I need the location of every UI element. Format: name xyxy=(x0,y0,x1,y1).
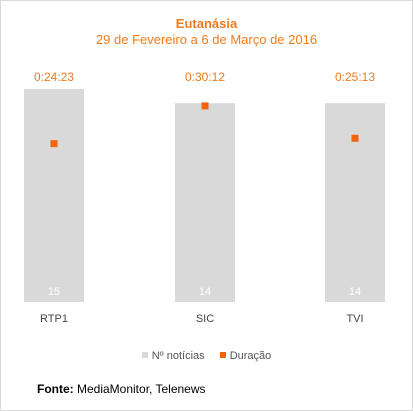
bar-value-label-rtp1: 15 xyxy=(48,286,60,298)
bar-sic xyxy=(175,103,235,302)
duration-point-rtp1 xyxy=(50,140,58,148)
chart-legend: Nº notícias Duração xyxy=(0,350,413,362)
bar-value-label-sic: 14 xyxy=(199,286,211,298)
bar-rtp1 xyxy=(24,89,84,302)
x-tick-label-rtp1: RTP1 xyxy=(40,313,68,325)
legend-swatch-news-count xyxy=(141,352,148,358)
legend-swatch-duration xyxy=(219,352,226,358)
duration-label-tvi: 0:25:13 xyxy=(335,70,375,84)
legend-label-news-count: Nº notícias xyxy=(151,350,205,362)
source-label: Fonte: xyxy=(37,382,74,396)
duration-label-rtp1: 0:24:23 xyxy=(34,70,74,84)
legend-label-duration: Duração xyxy=(229,350,272,362)
chart-subtitle: 29 de Fevereiro a 6 de Março de 2016 xyxy=(95,32,318,47)
x-tick-label-tvi: TVI xyxy=(346,313,363,325)
source-note: Fonte: MediaMonitor, Telenews xyxy=(37,382,206,396)
source-text: MediaMonitor, Telenews xyxy=(73,382,206,396)
bar-value-label-tvi: 14 xyxy=(349,286,361,298)
duration-point-tvi xyxy=(351,134,359,142)
duration-label-sic: 0:30:12 xyxy=(185,70,225,84)
x-tick-label-sic: SIC xyxy=(196,313,214,325)
bar-tvi xyxy=(325,103,385,302)
chart-title: Eutanásia xyxy=(175,16,238,31)
legend-item-news-count: Nº notícias xyxy=(141,350,205,362)
duration-point-sic xyxy=(201,102,209,110)
legend-item-duration: Duração xyxy=(219,350,272,362)
